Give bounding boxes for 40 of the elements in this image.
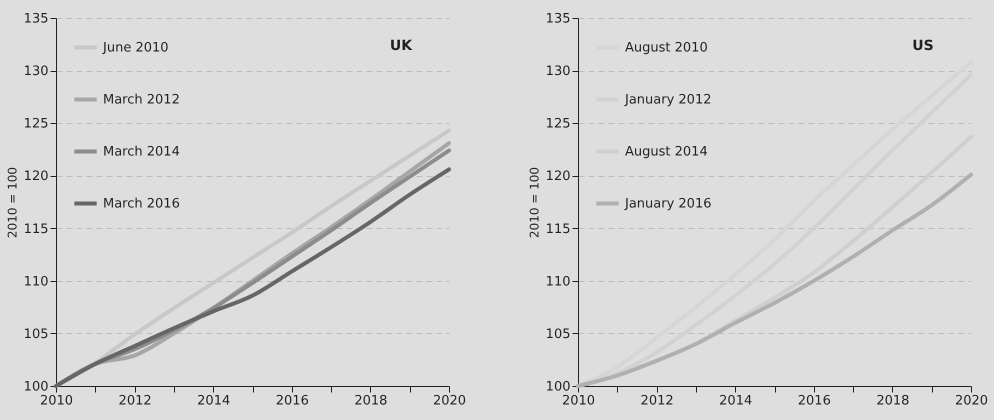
legend-label: January 2012 — [624, 92, 712, 108]
y-tick-label: 120 — [24, 169, 48, 184]
legend-label: March 2016 — [103, 196, 180, 212]
legend-label: March 2014 — [103, 144, 180, 160]
x-tick-label: 2014 — [197, 394, 230, 408]
y-tick-label: 110 — [546, 274, 570, 290]
legend-label: August 2010 — [625, 40, 708, 56]
legend-label: March 2012 — [103, 92, 180, 108]
y-tick-label: 125 — [24, 116, 48, 132]
y-tick-label: 130 — [546, 64, 570, 80]
y-axis-title: 2010 = 100 — [6, 166, 20, 238]
y-tick-label: 130 — [24, 64, 48, 80]
legend-label: January 2016 — [624, 196, 712, 212]
x-tick-label: 2018 — [354, 394, 388, 408]
y-tick-label: 125 — [546, 116, 570, 132]
annotation: US — [912, 38, 934, 54]
x-tick-label: 2016 — [276, 394, 309, 408]
y-tick-label: 135 — [24, 12, 48, 26]
legend-label: June 2010 — [102, 40, 169, 56]
y-tick-label: 100 — [24, 380, 48, 394]
y-tick-label: 100 — [546, 380, 570, 394]
y-tick-label: 115 — [546, 222, 570, 237]
x-tick-label: 2012 — [118, 394, 152, 408]
x-tick-label: 2010 — [40, 394, 74, 408]
x-tick-label: 2014 — [719, 394, 752, 408]
y-tick-label: 105 — [24, 326, 48, 342]
y-tick-label: 120 — [546, 169, 570, 184]
x-tick-label: 2010 — [562, 394, 596, 408]
y-tick-label: 105 — [546, 326, 570, 342]
x-tick-label: 2018 — [876, 394, 910, 408]
y-axis-title: 2010 = 100 — [528, 166, 542, 238]
legend-label: August 2014 — [625, 144, 708, 160]
y-tick-label: 115 — [24, 222, 48, 237]
x-tick-label: 2016 — [798, 394, 831, 408]
x-tick-label: 2020 — [954, 394, 988, 408]
annotation: UK — [390, 38, 414, 54]
x-tick-label: 2020 — [432, 394, 466, 408]
y-tick-label: 110 — [24, 274, 48, 290]
x-tick-label: 2012 — [640, 394, 674, 408]
y-tick-label: 135 — [546, 12, 570, 26]
